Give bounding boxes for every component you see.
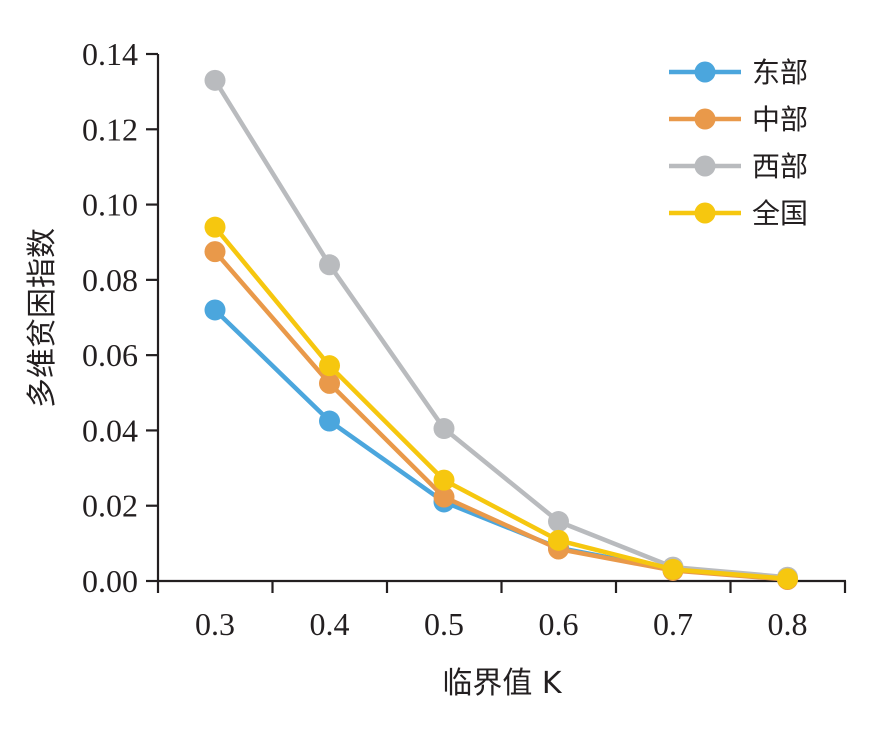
series-2 <box>204 241 798 590</box>
data-point <box>433 469 455 491</box>
legend-label: 西部 <box>752 150 808 183</box>
y-tick-label: 0.04 <box>82 412 138 448</box>
x-tick-label: 0.3 <box>195 606 235 642</box>
data-point <box>319 372 340 394</box>
y-tick-label: 0.12 <box>82 111 138 147</box>
legend-marker <box>694 155 716 177</box>
series-4 <box>204 216 798 590</box>
data-point <box>204 299 226 321</box>
y-tick-label: 0.02 <box>82 488 138 524</box>
y-tick-label: 0.08 <box>82 262 138 298</box>
legend-marker <box>694 202 716 224</box>
data-point <box>433 418 455 440</box>
y-tick-label: 0.00 <box>82 563 138 599</box>
legend-item: 东部 <box>669 56 808 89</box>
legend-item: 全国 <box>669 197 808 230</box>
x-tick-label: 0.4 <box>310 606 350 642</box>
data-point <box>319 355 340 377</box>
legend-marker <box>694 108 716 130</box>
data-point <box>204 69 226 91</box>
y-tick-label: 0.06 <box>82 337 138 373</box>
x-axis-label: 临界值 K <box>442 666 563 701</box>
legend-label: 全国 <box>752 197 808 230</box>
series-line <box>212 249 790 582</box>
data-point <box>662 558 684 580</box>
data-point <box>204 216 226 238</box>
data-point <box>319 410 340 432</box>
legend-label: 东部 <box>752 56 808 89</box>
series-group <box>204 69 798 590</box>
x-tick-label: 0.8 <box>768 606 808 642</box>
ticks: 0.00 0.02 0.04 0.06 0.08 0.10 0.12 0.14 0.3 0.4 0.… <box>82 36 847 642</box>
x-tick-label: 0.7 <box>653 606 693 642</box>
legend-item: 中部 <box>669 103 808 136</box>
axes <box>156 54 846 583</box>
data-point <box>548 529 569 551</box>
data-point <box>548 511 569 533</box>
y-tick-label: 0.14 <box>82 36 138 72</box>
x-tick-label: 0.5 <box>424 606 464 642</box>
data-point <box>433 486 455 508</box>
series-line <box>212 224 790 581</box>
data-point <box>777 568 798 590</box>
data-point <box>319 254 340 276</box>
y-tick-label: 0.10 <box>82 187 138 223</box>
y-axis-label: 多维贫困指数 <box>25 228 60 408</box>
legend-item: 西部 <box>669 150 808 183</box>
x-tick-label: 0.6 <box>539 606 579 642</box>
legend-marker <box>694 61 716 83</box>
data-point <box>204 241 226 263</box>
legend-label: 中部 <box>752 103 808 136</box>
